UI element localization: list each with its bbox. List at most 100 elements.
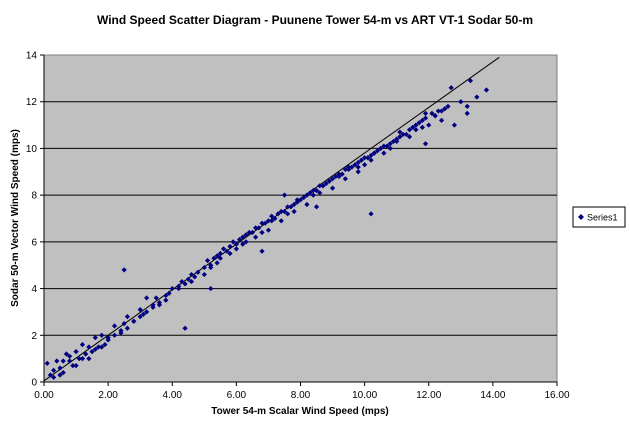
- chart-title: Wind Speed Scatter Diagram - Puunene Tow…: [97, 13, 533, 27]
- data-point: [224, 248, 230, 254]
- data-point: [294, 199, 300, 205]
- data-point: [70, 363, 76, 369]
- data-point: [422, 115, 429, 121]
- data-point: [217, 250, 223, 257]
- data-point: [362, 162, 368, 168]
- data-point: [163, 292, 169, 299]
- data-point: [137, 306, 143, 313]
- data-point: [63, 351, 70, 357]
- data-point: [60, 370, 66, 376]
- data-point: [169, 285, 175, 292]
- data-point: [86, 344, 92, 350]
- data-point: [281, 192, 288, 198]
- data-point: [384, 143, 390, 149]
- data-point: [47, 372, 54, 378]
- data-point: [253, 234, 259, 240]
- data-point: [304, 192, 310, 198]
- data-point: [291, 201, 297, 208]
- data-point: [57, 372, 63, 378]
- data-point: [419, 124, 425, 131]
- data-point: [301, 194, 307, 201]
- x-tick-label: 8.00: [291, 390, 311, 401]
- data-point: [400, 131, 406, 138]
- y-tick-label: 6: [31, 237, 37, 248]
- legend-box: [572, 206, 626, 228]
- data-point: [422, 110, 429, 116]
- data-point: [227, 250, 233, 257]
- data-point: [83, 351, 89, 357]
- data-point: [426, 122, 432, 128]
- x-tick-label: 6.00: [227, 390, 247, 401]
- data-point: [182, 325, 188, 331]
- data-point: [201, 271, 207, 278]
- data-point: [89, 349, 95, 355]
- data-point: [365, 155, 371, 161]
- x-tick-label: 16.00: [544, 390, 569, 401]
- data-point: [410, 124, 416, 131]
- data-point: [144, 309, 150, 315]
- data-point: [243, 239, 249, 245]
- axes: 0 2 4 6 8 10 12 14 0.00 2.00 4.00 6.00 8.00 10.00 12.0…: [26, 51, 570, 402]
- data-point: [352, 162, 358, 168]
- data-point: [256, 225, 262, 231]
- data-point: [269, 213, 275, 219]
- data-point: [358, 157, 365, 163]
- data-point: [458, 99, 464, 105]
- y-tick-label: 10: [26, 144, 38, 155]
- data-point: [429, 110, 435, 116]
- data-point: [269, 218, 275, 224]
- data-point: [150, 304, 156, 310]
- data-point: [406, 134, 413, 140]
- y-tick-label: 14: [26, 51, 38, 62]
- data-point: [124, 314, 130, 320]
- data-point: [76, 356, 82, 362]
- data-point: [236, 236, 243, 243]
- data-point: [92, 346, 98, 352]
- data-point: [73, 349, 79, 355]
- data-point: [259, 220, 265, 226]
- data-point: [99, 332, 105, 338]
- y-tick-label: 4: [31, 284, 37, 295]
- plot-area: [43, 54, 558, 383]
- data-point: [329, 176, 336, 182]
- data-point: [246, 229, 252, 236]
- data-point: [288, 204, 294, 210]
- data-point: [275, 211, 281, 217]
- data-point: [381, 150, 387, 156]
- data-point: [397, 134, 403, 140]
- data-point: [211, 255, 217, 261]
- data-point: [368, 152, 374, 159]
- data-point: [121, 321, 127, 327]
- data-point: [111, 332, 118, 338]
- data-point: [323, 180, 329, 187]
- data-point: [281, 208, 288, 215]
- x-tick-label: 0.00: [34, 390, 54, 401]
- data-point: [445, 103, 451, 109]
- data-point: [355, 159, 361, 166]
- data-point: [188, 271, 195, 278]
- data-point: [368, 211, 374, 217]
- data-point: [60, 358, 66, 364]
- data-point: [86, 356, 92, 362]
- data-point: [291, 208, 297, 215]
- data-point: [111, 323, 118, 329]
- data-point: [249, 229, 256, 236]
- x-tick-label: 2.00: [98, 390, 118, 401]
- data-point: [326, 178, 332, 184]
- data-point: [188, 278, 195, 285]
- data-point: [163, 297, 169, 303]
- y-tick-label: 8: [31, 191, 37, 202]
- legend-marker: [578, 214, 584, 220]
- data-point: [220, 246, 227, 252]
- data-point: [390, 138, 397, 145]
- data-point: [355, 164, 361, 170]
- data-point: [355, 169, 361, 175]
- data-point: [67, 358, 73, 364]
- data-point: [483, 87, 490, 93]
- data-point: [362, 155, 368, 161]
- data-point: [333, 173, 339, 180]
- data-point: [140, 311, 146, 317]
- x-tick-label: 14.00: [480, 390, 505, 401]
- data-point: [79, 342, 86, 348]
- x-axis-label: Tower 54-m Scalar Wind Speed (mps): [211, 406, 389, 417]
